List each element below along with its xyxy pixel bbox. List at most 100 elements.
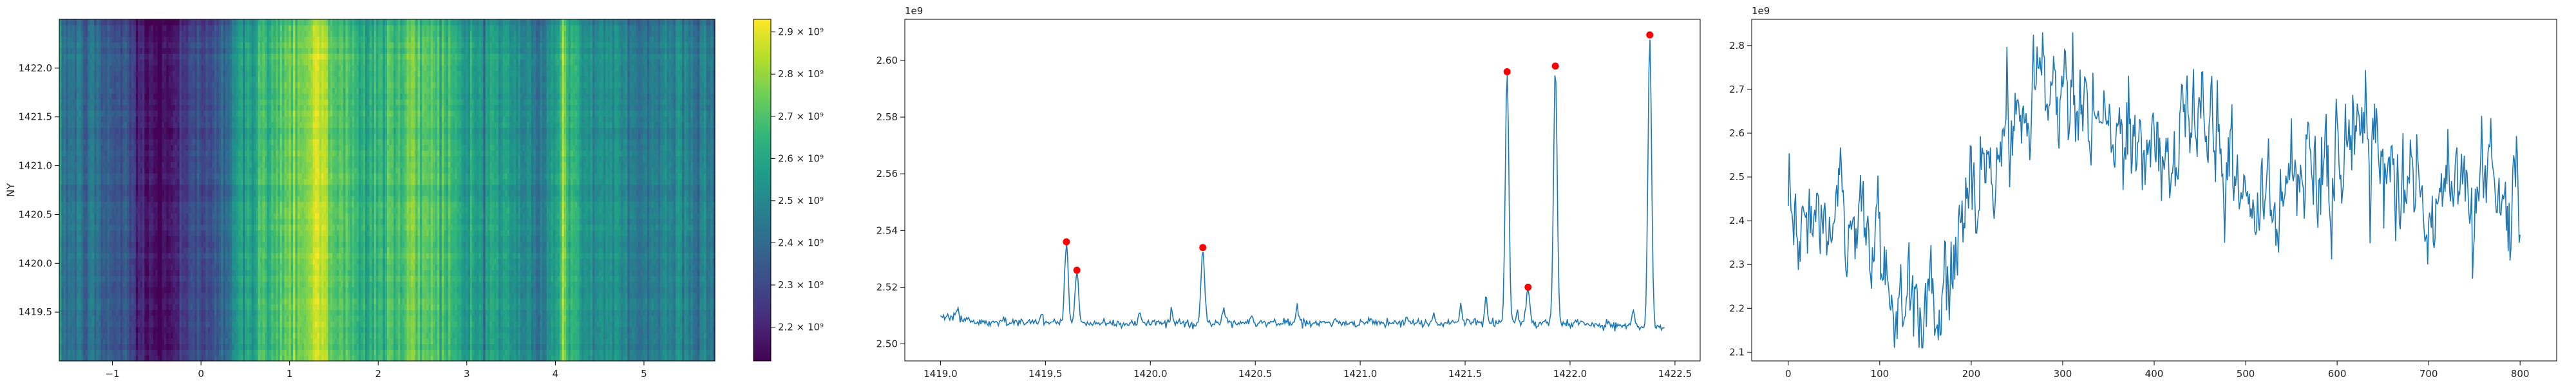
heatmap-cell bbox=[127, 230, 130, 236]
heatmap-cell bbox=[120, 241, 123, 248]
heatmap-cell bbox=[72, 59, 75, 66]
heatmap-cell bbox=[192, 172, 195, 179]
heatmap-cell bbox=[166, 298, 169, 305]
heatmap-cell bbox=[192, 116, 195, 122]
heatmap-cell bbox=[232, 110, 235, 117]
heatmap-cell bbox=[173, 252, 176, 259]
heatmap-cell bbox=[63, 24, 66, 32]
heatmap-cell bbox=[118, 98, 121, 106]
heatmap-cell bbox=[192, 98, 195, 106]
heatmap-cell bbox=[85, 315, 88, 322]
heatmap-cell bbox=[225, 161, 228, 168]
heatmap-cell bbox=[100, 252, 104, 259]
heatmap-cell bbox=[185, 212, 189, 219]
heatmap-cell bbox=[238, 338, 242, 345]
heatmap-cell bbox=[166, 281, 169, 288]
heatmap-cell bbox=[77, 122, 80, 128]
heatmap-cell bbox=[83, 241, 86, 248]
heatmap-cell bbox=[113, 30, 117, 37]
heatmap-cell bbox=[118, 321, 121, 327]
heatmap-cell bbox=[192, 321, 195, 327]
heatmap-cell bbox=[160, 355, 163, 362]
heatmap-cell bbox=[140, 48, 143, 54]
heatmap-cell bbox=[173, 48, 176, 54]
heatmap-cell bbox=[205, 207, 209, 214]
heatmap-cell bbox=[118, 338, 121, 345]
heatmap-cell bbox=[83, 315, 86, 322]
heatmap-cell bbox=[116, 93, 119, 100]
heatmap-cell bbox=[192, 298, 195, 305]
heatmap-cell bbox=[173, 281, 176, 288]
heatmap-cell bbox=[105, 70, 108, 77]
heatmap-cell bbox=[122, 87, 126, 94]
heatmap-cell bbox=[127, 104, 130, 111]
heatmap-cell bbox=[179, 110, 182, 117]
heatmap-cell bbox=[146, 292, 149, 299]
heatmap-cell bbox=[74, 70, 77, 77]
heatmap-cell bbox=[140, 230, 143, 236]
heatmap-cell bbox=[74, 36, 77, 42]
heatmap-cell bbox=[79, 190, 82, 196]
heatmap-cell bbox=[238, 87, 242, 94]
heatmap-cell bbox=[59, 344, 62, 350]
heatmap-cell bbox=[205, 230, 209, 236]
heatmap-cell bbox=[122, 30, 126, 37]
heatmap-cell bbox=[205, 184, 209, 191]
heatmap-cell bbox=[99, 24, 102, 32]
heatmap-cell bbox=[96, 87, 99, 94]
heatmap-cell bbox=[232, 53, 235, 60]
heatmap-cell bbox=[116, 167, 119, 174]
heatmap-cell bbox=[102, 150, 106, 156]
heatmap-cell bbox=[105, 138, 108, 145]
heatmap-cell bbox=[111, 76, 115, 82]
heatmap-cell bbox=[111, 218, 115, 225]
heatmap-cell bbox=[232, 70, 235, 77]
heatmap-cell bbox=[105, 122, 108, 128]
heatmap-cell bbox=[131, 230, 134, 236]
heatmap-cell bbox=[135, 218, 138, 225]
heatmap-cell bbox=[133, 53, 137, 60]
heatmap-cell bbox=[120, 264, 123, 270]
heatmap-cell bbox=[100, 93, 104, 100]
heatmap-cell bbox=[85, 156, 88, 162]
heatmap-cell bbox=[68, 190, 71, 196]
heatmap-cell bbox=[124, 150, 128, 156]
heatmap-cell bbox=[111, 133, 115, 140]
heatmap-cell bbox=[83, 150, 86, 156]
heatmap-cell bbox=[185, 201, 189, 208]
heatmap-cell bbox=[212, 281, 215, 288]
heatmap-cell bbox=[105, 104, 108, 111]
heatmap-cell bbox=[118, 349, 121, 356]
heatmap-cell bbox=[83, 247, 86, 253]
heatmap-cell bbox=[232, 309, 235, 316]
heatmap-cell bbox=[118, 315, 121, 322]
heatmap-cell bbox=[90, 207, 93, 214]
heatmap-cell bbox=[91, 349, 95, 356]
heatmap-cell bbox=[133, 247, 137, 253]
heatmap-cell bbox=[135, 326, 138, 333]
heatmap-cell bbox=[232, 230, 235, 236]
heatmap-cell bbox=[100, 48, 104, 54]
heatmap-cell bbox=[192, 275, 195, 282]
heatmap-cell bbox=[135, 286, 138, 293]
heatmap-cell bbox=[109, 338, 113, 345]
heatmap-cell bbox=[80, 332, 84, 339]
heatmap-cell bbox=[116, 224, 119, 231]
heatmap-cell bbox=[135, 144, 138, 151]
heatmap-cell bbox=[166, 332, 169, 339]
heatmap-cell bbox=[61, 93, 64, 100]
heatmap-cell bbox=[109, 42, 113, 48]
heatmap-cell bbox=[173, 161, 176, 168]
heatmap-cell bbox=[100, 127, 104, 134]
heatmap-cell bbox=[68, 355, 71, 362]
heatmap-cell bbox=[80, 349, 84, 356]
heatmap-cell bbox=[109, 76, 113, 82]
heatmap-cell bbox=[166, 19, 169, 26]
heatmap-cell bbox=[192, 338, 195, 345]
heatmap-cell bbox=[74, 196, 77, 202]
heatmap-cell bbox=[153, 298, 156, 305]
heatmap-cell bbox=[232, 59, 235, 66]
heatmap-cell bbox=[68, 264, 71, 270]
heatmap-cell bbox=[131, 309, 134, 316]
heatmap-cell bbox=[109, 138, 113, 145]
